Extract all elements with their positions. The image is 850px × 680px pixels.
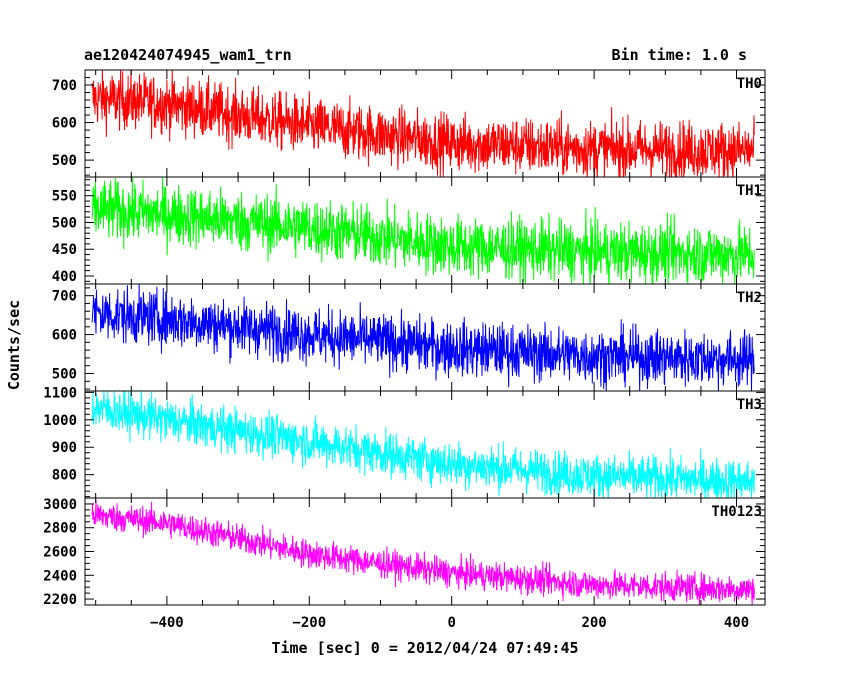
y-tick-label: 550	[52, 189, 77, 205]
y-tick-label: 900	[52, 440, 77, 456]
chart-title: ae120424074945_wam1_trn	[84, 46, 292, 64]
y-tick-label: 800	[52, 468, 77, 484]
x-tick-label: −200	[292, 615, 326, 631]
y-tick-label: 700	[52, 78, 77, 94]
series-label-th0123: TH0123	[711, 504, 762, 520]
series-line-th1	[91, 177, 755, 284]
y-tick-label: 2400	[43, 568, 77, 584]
series-line-th3	[91, 391, 755, 498]
y-tick-label: 500	[52, 215, 77, 231]
y-tick-label: 2800	[43, 521, 77, 537]
series-label-th1: TH1	[737, 183, 762, 199]
y-tick-label: 3000	[43, 497, 77, 513]
series-label-th0: TH0	[737, 76, 762, 92]
series-line-th0	[91, 70, 755, 177]
y-tick-label: 2600	[43, 545, 77, 561]
panels: 500 600 700 TH0 400 450 500 550 TH1 500 600 700 TH2 8…	[43, 69, 766, 608]
panel-th0: 500 600 700 TH0	[52, 69, 766, 178]
panel-th0123: 2200 2400 2600 2800 3000 TH0123	[43, 497, 766, 608]
panel-th3: 800 900 1000 1100 TH3	[43, 385, 766, 499]
y-tick-label: 1000	[43, 413, 77, 429]
y-tick-label: 600	[52, 328, 77, 344]
series-line-th0123	[91, 499, 755, 605]
y-tick-label: 1100	[43, 385, 77, 401]
x-tick-label: −400	[150, 615, 184, 631]
y-tick-label: 500	[52, 153, 77, 169]
y-tick-label: 2200	[43, 592, 77, 608]
bin-time-label: Bin time: 1.0 s	[612, 46, 747, 64]
series-label-th3: TH3	[737, 397, 762, 413]
x-tick-label: 200	[581, 615, 606, 631]
y-tick-label: 700	[52, 289, 77, 305]
y-tick-label: 600	[52, 116, 77, 132]
y-tick-label: 400	[52, 269, 77, 285]
x-tick-label: 400	[724, 615, 749, 631]
panel-th1: 400 450 500 550 TH1	[52, 176, 766, 285]
x-axis: −400 −200 0 200 400	[150, 615, 749, 631]
y-tick-label: 500	[52, 366, 77, 382]
y-tick-label: 450	[52, 242, 77, 258]
series-line-th2	[91, 284, 755, 391]
series-label-th2: TH2	[737, 290, 762, 306]
x-axis-label: Time [sec] 0 = 2012/04/24 07:49:45	[271, 639, 578, 657]
x-tick-label: 0	[447, 615, 455, 631]
panel-th2: 500 600 700 TH2	[52, 283, 766, 392]
y-axis-label: Counts/sec	[5, 300, 23, 390]
